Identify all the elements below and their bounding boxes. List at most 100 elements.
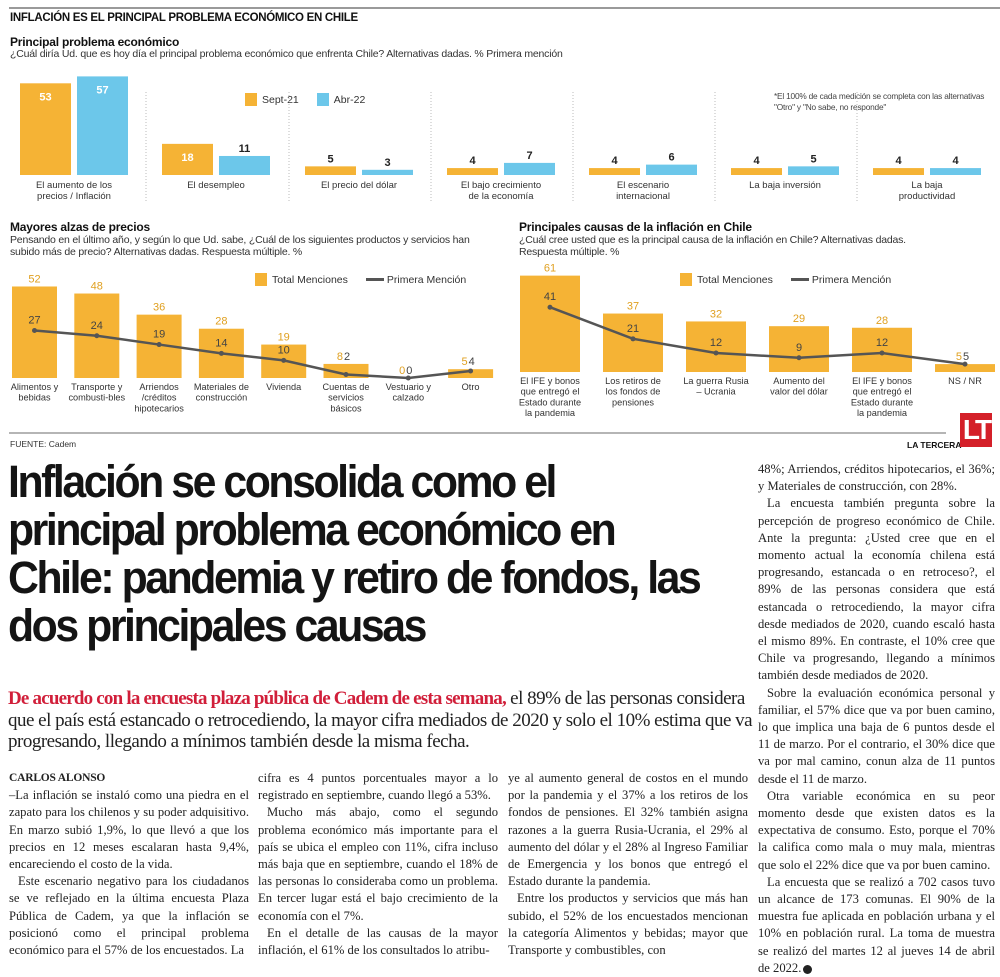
chart1-subtitle: ¿Cuál diría Ud. que es hoy día el princi… — [10, 48, 563, 60]
data-label-primera: 14 — [215, 337, 227, 349]
line-swatch-icon — [790, 278, 809, 281]
data-label-primera: 2 — [344, 351, 350, 363]
bar-sept21 — [731, 168, 782, 175]
legend-item-primera: Primera Mención — [365, 274, 466, 286]
data-label-total: 37 — [627, 301, 639, 313]
line-swatch-icon — [365, 278, 384, 281]
point-primera-mencion — [343, 371, 349, 377]
point-primera-mencion — [713, 350, 719, 356]
data-label-total: 19 — [278, 332, 290, 344]
data-label-primera: 12 — [876, 337, 888, 349]
bar-abr22 — [77, 76, 128, 175]
chart1-note: *El 100% de cada medición se completa co… — [774, 91, 985, 112]
category-label: servicios — [328, 393, 364, 403]
data-label: 4 — [753, 155, 760, 167]
data-label: 53 — [39, 91, 51, 103]
data-label: 4 — [895, 155, 902, 167]
graphic-bottom-rule — [9, 432, 946, 434]
paragraph: Este escenario negativo para los ciudada… — [9, 874, 249, 958]
category-label: La baja inversión — [749, 180, 821, 191]
data-label-primera: 21 — [627, 323, 639, 335]
line-primera-mencion — [34, 329, 471, 380]
line-primera-mencion — [549, 306, 966, 366]
category-label: los fondos de — [606, 387, 661, 397]
data-label-primera: 9 — [796, 342, 802, 354]
paragraph: Otra variable económica en su peor momen… — [758, 788, 995, 872]
category-label: Transporte y — [71, 382, 123, 392]
bar-abr22 — [788, 166, 839, 175]
data-label-total: 32 — [710, 308, 722, 320]
point-primera-mencion — [468, 368, 474, 374]
category-label: calzado — [392, 393, 424, 403]
point-primera-mencion — [547, 304, 553, 310]
chart3-svg: El IFE y bonos que entregó el Estado duran… — [519, 263, 995, 418]
graphic-main-title: INFLACIÓN ES EL PRINCIPAL PROBLEMA ECONÓ… — [10, 12, 358, 24]
paragraph: Sobre la evaluación económica personal y… — [758, 685, 995, 786]
data-label: 3 — [384, 157, 390, 169]
category-label: NS / NR — [948, 376, 982, 386]
point-primera-mencion — [879, 350, 885, 356]
chart3-legend: Total Menciones Primera Mención — [680, 273, 909, 286]
category-label: la pandemia — [857, 408, 908, 418]
bar-total-menciones — [686, 321, 746, 372]
category-label: precios / Inflación — [37, 191, 111, 202]
orange-swatch-icon — [680, 273, 692, 286]
top-rule — [9, 7, 1000, 9]
category-label: que entregó el — [853, 387, 912, 397]
chart3-subtitle: ¿Cuál cree usted que es la principal cau… — [519, 234, 906, 258]
bar-total-menciones — [769, 326, 829, 372]
data-label: 4 — [952, 155, 959, 167]
bar-abr22 — [219, 155, 270, 175]
bar-abr22 — [504, 162, 555, 175]
chart1-title: Principal problema económico — [10, 35, 180, 49]
category-label: Otro — [462, 382, 480, 392]
category-label: El precio del dólar — [321, 180, 397, 191]
bar-total-menciones — [448, 369, 494, 378]
paragraph: Mucho más abajo, como el segundo problem… — [258, 805, 498, 923]
data-label: 7 — [526, 150, 532, 162]
legend-item-sept21: Sept-21 — [245, 93, 299, 106]
point-primera-mencion — [796, 355, 802, 361]
paragraph: En el detalle de las causas de la mayor … — [258, 925, 498, 958]
chart2-subtitle: Pensando en el último año, y según lo qu… — [10, 234, 470, 258]
data-label-primera: 10 — [278, 344, 290, 356]
article-column-4: 48%; Arriendos, créditos hipotecarios, e… — [758, 461, 995, 977]
orange-swatch-icon — [255, 273, 267, 286]
bar-sept21 — [305, 166, 356, 175]
category-label: La guerra Rusia — [683, 376, 749, 386]
category-label: El desempleo — [187, 180, 245, 191]
data-label-total: 52 — [28, 273, 40, 285]
category-label: Estado durante — [519, 397, 581, 407]
data-label: 4 — [469, 155, 476, 167]
end-mark-icon — [803, 964, 813, 974]
point-primera-mencion — [218, 350, 224, 356]
bar-sept21 — [162, 143, 213, 175]
bar-total-menciones — [520, 275, 580, 372]
data-label: 18 — [181, 152, 193, 164]
bar-abr22 — [930, 168, 981, 175]
data-label-total: 5 — [956, 351, 962, 363]
data-label-total: 48 — [91, 281, 103, 293]
data-label: 5 — [810, 153, 816, 165]
category-label: El IFE y bonos — [520, 376, 580, 386]
bar-sept21 — [873, 168, 924, 175]
article-column-2: cifra es 4 puntos porcentuales mayor a l… — [258, 770, 498, 959]
byline: CARLOS ALONSO — [9, 772, 106, 784]
data-label-primera: 0 — [406, 365, 412, 377]
article-column-3: ye al aumento general de costos en el mu… — [508, 770, 748, 959]
data-label-primera: 4 — [469, 356, 475, 368]
paragraph: –La inflación se instaló como una piedra… — [9, 788, 249, 872]
category-label: Los retiros de — [605, 376, 661, 386]
data-label-primera: 27 — [28, 314, 40, 326]
paragraph: La encuesta que se realizó a 702 casos t… — [758, 874, 995, 975]
data-label: 11 — [239, 143, 251, 155]
category-label: construcción — [196, 393, 248, 403]
category-label: Cuentas de — [323, 382, 370, 392]
data-label-total: 29 — [793, 313, 805, 325]
data-label-total: 28 — [876, 315, 888, 327]
bar-total-menciones — [852, 327, 912, 372]
point-primera-mencion — [405, 375, 411, 381]
category-label: Aumento del — [773, 376, 825, 386]
data-label: 6 — [668, 152, 674, 164]
